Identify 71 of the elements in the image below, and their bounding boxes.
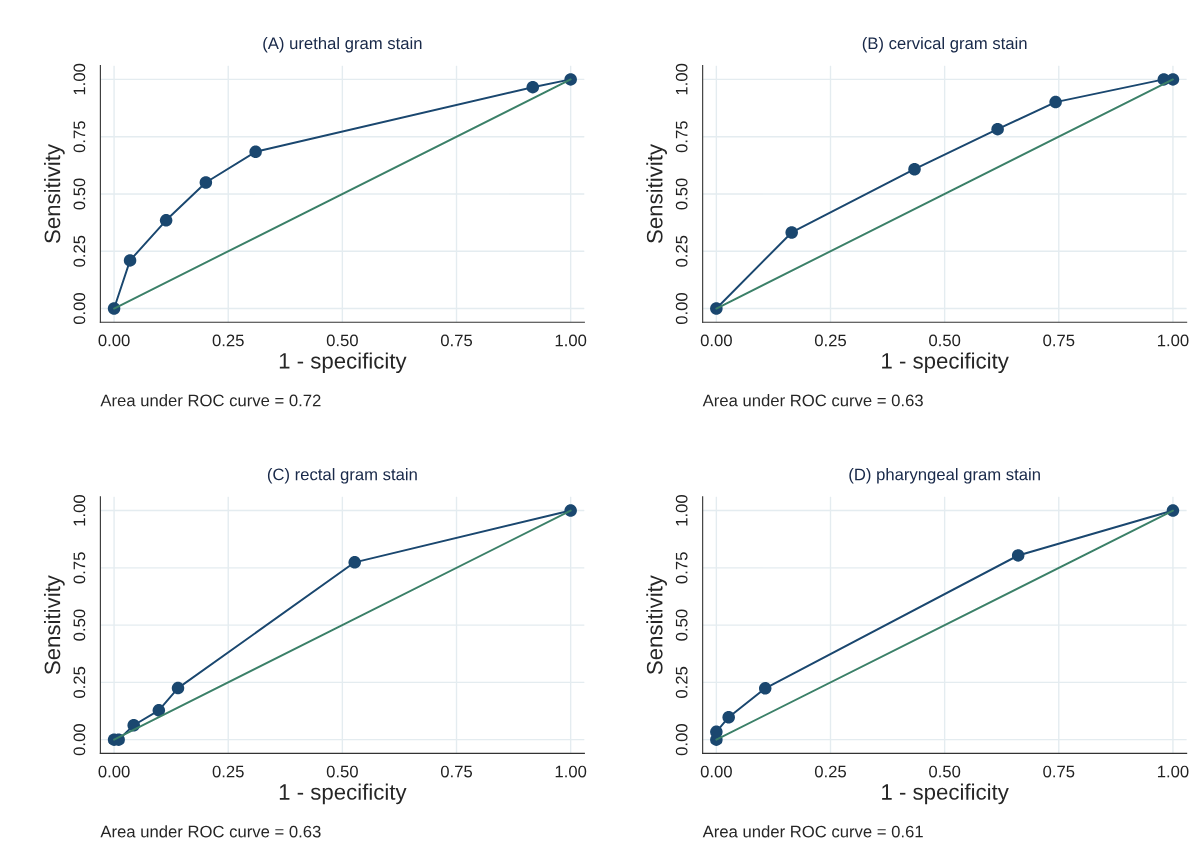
x-tick-label: 0.75	[1043, 334, 1075, 347]
point	[991, 122, 1004, 136]
x-tick-label: 0.00	[700, 334, 732, 347]
x-tick-label: 1.00	[1157, 334, 1189, 347]
point	[1049, 95, 1062, 109]
text: Area under ROC curve = 0.72	[100, 394, 321, 407]
point	[199, 176, 213, 189]
x-axis-title: 1 - specificity	[882, 783, 1009, 805]
point	[123, 254, 137, 267]
y-tick-label: 0.25	[73, 235, 86, 267]
y-axis-title: Sensitivity	[43, 143, 65, 243]
y-tick-label: 0.50	[675, 178, 688, 210]
point	[785, 226, 798, 239]
x-tick-label: 0.50	[326, 765, 358, 778]
y-tick-label: 0.00	[73, 292, 86, 325]
x-tick-label: 0.50	[929, 334, 961, 347]
y-tick-label: 0.50	[73, 609, 86, 641]
point	[159, 214, 173, 227]
point	[171, 681, 185, 695]
x-tick-label: 0.00	[700, 765, 732, 778]
x-tick-label: 0.00	[98, 765, 130, 778]
point	[722, 710, 735, 724]
point	[249, 145, 262, 159]
y-tick-label: 0.00	[675, 724, 688, 756]
x-tick-label: 0.25	[814, 765, 847, 778]
point	[526, 80, 540, 94]
y-tick-label: 1.00	[73, 494, 86, 526]
y-axis-title: Sensitivity	[646, 575, 667, 675]
x-tick-label: 0.25	[212, 765, 244, 778]
point	[152, 704, 166, 717]
x-axis-title: 1 - specificity	[279, 783, 407, 805]
y-tick-label: 0.75	[73, 121, 86, 153]
point	[348, 556, 361, 569]
y-tick-label: 0.50	[73, 178, 86, 210]
point	[1011, 549, 1025, 562]
x-tick-label: 0.75	[1043, 765, 1075, 778]
chart-title: (B) cervical gram stain	[862, 36, 1027, 53]
x-tick-label: 0.50	[929, 765, 961, 778]
x-tick-label: 0.75	[440, 765, 473, 778]
x-tick-label: 1.00	[1157, 765, 1189, 778]
y-tick-label: 0.25	[675, 666, 688, 698]
y-tick-label: 0.75	[675, 121, 688, 153]
x-tick-label: 1.00	[555, 334, 587, 347]
y-tick-label: 0.00	[73, 724, 86, 756]
y-tick-label: 1.00	[73, 63, 86, 95]
chart-title: (D) pharyngeal gram stain	[849, 468, 1040, 484]
x-tick-label: 0.50	[326, 334, 358, 347]
text: Area under ROC curve = 0.63	[100, 825, 321, 838]
y-tick-label: 1.00	[675, 63, 688, 95]
y-tick-label: 0.00	[675, 292, 688, 325]
x-tick-label: 1.00	[555, 765, 587, 778]
point	[908, 162, 921, 176]
text: Area under ROC curve = 0.63	[702, 394, 923, 407]
y-tick-label: 1.00	[675, 494, 688, 526]
y-axis-title: Sensitivity	[43, 575, 65, 675]
x-tick-label: 0.25	[814, 334, 847, 347]
y-axis-title: Sensitivity	[646, 143, 667, 243]
x-tick-label: 0.75	[440, 334, 473, 347]
x-axis-title: 1 - specificity	[279, 352, 407, 374]
y-tick-label: 0.75	[73, 552, 86, 584]
y-tick-label: 0.25	[675, 235, 688, 267]
y-tick-label: 0.75	[675, 552, 688, 584]
chart-title: (C) rectal gram stain	[267, 468, 417, 484]
y-tick-label: 0.25	[73, 666, 86, 698]
point	[758, 682, 772, 695]
y-tick-label: 0.50	[675, 609, 688, 641]
x-tick-label: 0.00	[98, 334, 130, 347]
text: Area under ROC curve = 0.61	[702, 825, 923, 838]
chart-title: (A) urethal gram stain	[263, 36, 422, 53]
x-tick-label: 0.25	[212, 334, 244, 347]
x-axis-title: 1 - specificity	[882, 352, 1009, 374]
